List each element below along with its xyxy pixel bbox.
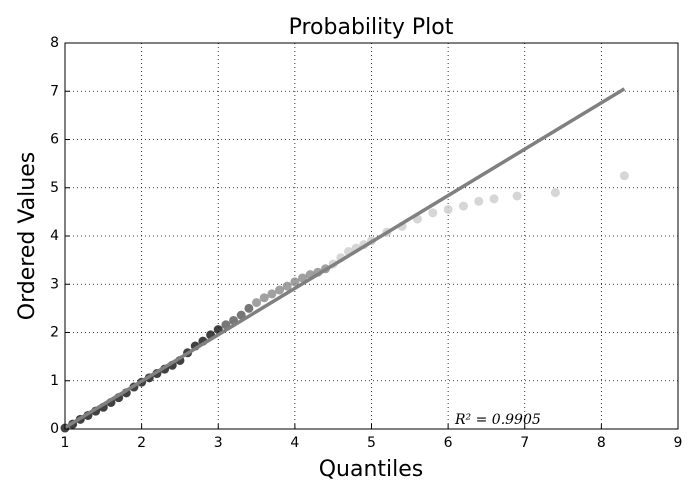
- x-tick-label: 4: [290, 435, 299, 451]
- point: [474, 196, 484, 206]
- point: [619, 171, 629, 181]
- x-tick-label: 9: [674, 435, 683, 451]
- x-axis-label: Quantiles: [319, 457, 424, 482]
- y-axis-label: Ordered Values: [15, 152, 40, 320]
- point: [290, 277, 300, 287]
- x-tick-label: 7: [520, 435, 529, 451]
- point: [512, 191, 522, 201]
- point: [489, 194, 499, 204]
- y-tick-label: 6: [50, 132, 59, 148]
- chart-title: Probability Plot: [289, 15, 454, 40]
- x-tick-label: 5: [367, 435, 376, 451]
- point: [428, 208, 438, 218]
- x-tick-label: 3: [214, 435, 223, 451]
- x-tick-label: 2: [137, 435, 146, 451]
- plot-frame: [64, 42, 679, 430]
- y-tick-label: 4: [50, 228, 59, 244]
- point: [282, 281, 292, 291]
- point: [252, 298, 262, 308]
- point: [458, 201, 468, 211]
- point: [259, 293, 269, 303]
- point: [244, 303, 254, 313]
- x-tick-label: 6: [444, 435, 453, 451]
- x-tick-label: 1: [61, 435, 70, 451]
- y-tick-label: 5: [50, 180, 59, 196]
- point: [275, 285, 285, 295]
- annotation: R² = 0.9905: [454, 412, 541, 428]
- y-tick-label: 1: [50, 373, 59, 389]
- fit-line: [64, 87, 626, 430]
- point: [443, 204, 453, 214]
- point: [267, 289, 277, 299]
- point: [236, 310, 246, 320]
- x-tick-label: 8: [597, 435, 606, 451]
- y-tick-label: 0: [50, 421, 59, 437]
- y-tick-label: 8: [50, 35, 59, 51]
- y-tick-label: 7: [50, 83, 59, 99]
- point: [298, 273, 308, 283]
- y-tick-label: 2: [50, 325, 59, 341]
- point: [550, 188, 560, 198]
- y-tick-label: 3: [50, 276, 59, 292]
